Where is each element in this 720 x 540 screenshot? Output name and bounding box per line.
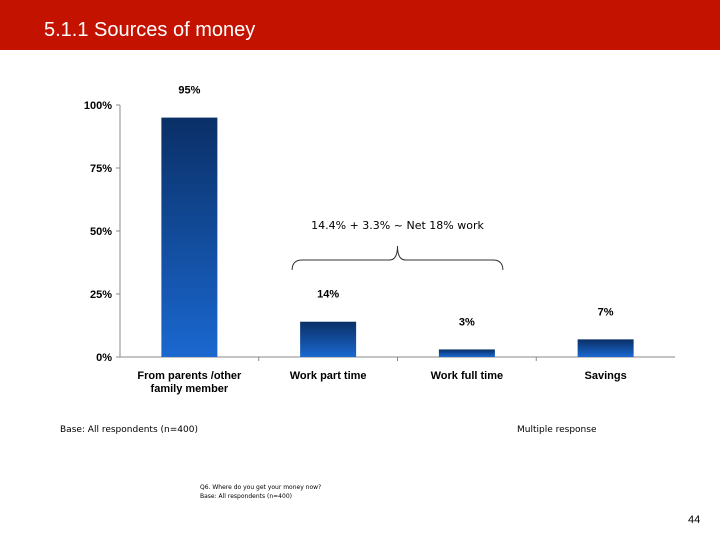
y-tick-label: 50% <box>90 226 112 238</box>
footnote-base: Base: All respondents (n=400) <box>200 492 321 501</box>
category-label: Work part time <box>290 370 367 382</box>
y-tick-label: 25% <box>90 289 112 301</box>
category-label: Savings <box>585 370 627 382</box>
response-note: Multiple response <box>517 425 597 435</box>
category-label-line: Savings <box>585 370 627 382</box>
page-number: 44 <box>688 514 700 526</box>
y-tick-label: 75% <box>90 163 112 175</box>
bar <box>300 322 356 357</box>
category-label-line: Work full time <box>431 370 504 382</box>
bar <box>439 349 495 357</box>
bar <box>161 118 217 357</box>
bar <box>578 339 634 357</box>
data-label: 3% <box>459 316 475 328</box>
question-footnote: Q6. Where do you get your money now? Bas… <box>200 483 321 501</box>
data-label: 7% <box>598 306 614 318</box>
footnote-question: Q6. Where do you get your money now? <box>200 483 321 492</box>
annotation-brace <box>292 246 503 270</box>
base-note: Base: All respondents (n=400) <box>60 425 198 435</box>
category-label-line: From parents /other <box>137 370 242 382</box>
y-tick-label: 0% <box>96 352 112 364</box>
data-label: 14% <box>317 289 339 301</box>
category-label: From parents /other family member <box>137 370 242 395</box>
category-label: Work full time <box>431 370 504 382</box>
data-label: 95% <box>178 85 200 97</box>
category-label-line: family member <box>151 383 229 395</box>
category-label-line: Work part time <box>290 370 367 382</box>
annotation-text: 14.4% + 3.3% ~ Net 18% work <box>311 219 484 232</box>
y-tick-label: 100% <box>84 100 112 112</box>
